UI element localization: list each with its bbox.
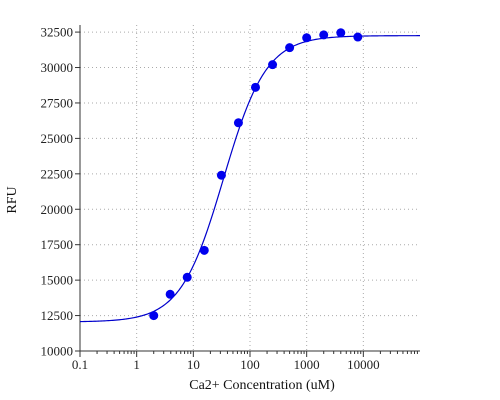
x-axis-title: Ca2+ Concentration (uM)	[189, 378, 335, 393]
y-tick-label: 12500	[41, 308, 74, 323]
y-tick-label: 25000	[41, 131, 74, 146]
y-tick-label: 27500	[41, 95, 74, 110]
x-tick-label: 0.1	[72, 357, 88, 372]
x-tick-label: 10000	[347, 357, 380, 372]
data-point	[302, 33, 312, 43]
x-tick-label: 10	[187, 357, 200, 372]
data-point	[165, 289, 175, 299]
data-point	[285, 43, 295, 53]
x-axis-ticks: 0.1 1 10 100 1000 10000	[72, 351, 418, 372]
grid-lines	[79, 25, 420, 352]
y-tick-label: 10000	[41, 344, 74, 359]
data-point	[182, 272, 192, 282]
y-tick-label: 20000	[41, 202, 74, 217]
data-point	[268, 60, 278, 70]
x-tick-label: 100	[240, 357, 260, 372]
data-point	[199, 245, 209, 255]
x-tick-label: 1000	[294, 357, 320, 372]
x-tick-label: 1	[133, 357, 140, 372]
y-tick-label: 30000	[41, 60, 74, 75]
y-tick-label: 32500	[41, 25, 74, 40]
y-axis-title: RFU	[5, 186, 20, 213]
data-point	[319, 30, 329, 40]
y-tick-label: 17500	[41, 237, 74, 252]
data-point	[336, 28, 346, 38]
data-point	[149, 311, 159, 321]
data-point	[233, 118, 243, 128]
data-point	[216, 170, 226, 180]
y-tick-label: 22500	[41, 166, 74, 181]
fit-curve-line	[79, 35, 420, 323]
data-point	[250, 82, 260, 92]
y-tick-label: 15000	[41, 273, 74, 288]
data-point	[353, 32, 363, 42]
y-axis-ticks: 10000 12500 15000 17500 20000 22500 25000 27500…	[41, 25, 80, 359]
data-points	[149, 28, 363, 321]
